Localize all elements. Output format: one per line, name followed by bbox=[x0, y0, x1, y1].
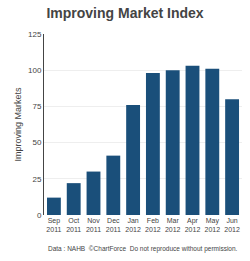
svg-text:50: 50 bbox=[32, 138, 41, 147]
svg-text:Improving Markets: Improving Markets bbox=[13, 87, 23, 162]
svg-text:0: 0 bbox=[37, 211, 42, 220]
svg-text:Data : NAHB ©ChartForce Do n: Data : NAHB ©ChartForce Do not reproduce… bbox=[48, 245, 238, 253]
svg-text:Mar2012: Mar2012 bbox=[165, 217, 181, 233]
svg-text:May2012: May2012 bbox=[205, 217, 221, 233]
svg-text:Feb2012: Feb2012 bbox=[145, 217, 161, 233]
svg-text:125: 125 bbox=[28, 30, 42, 39]
svg-text:100: 100 bbox=[28, 66, 42, 75]
svg-text:75: 75 bbox=[32, 102, 41, 111]
svg-text:Apr2012: Apr2012 bbox=[185, 217, 201, 233]
svg-text:Oct2011: Oct2011 bbox=[66, 217, 81, 233]
svg-text:Jun2012: Jun2012 bbox=[224, 217, 240, 233]
svg-text:Sep2011: Sep2011 bbox=[46, 217, 61, 233]
svg-text:Jan2012: Jan2012 bbox=[125, 217, 141, 233]
svg-text:Improving Market Index: Improving Market Index bbox=[46, 5, 203, 21]
svg-text:Dec2011: Dec2011 bbox=[106, 217, 121, 233]
svg-text:25: 25 bbox=[32, 175, 41, 184]
svg-text:Nov2011: Nov2011 bbox=[86, 217, 101, 233]
